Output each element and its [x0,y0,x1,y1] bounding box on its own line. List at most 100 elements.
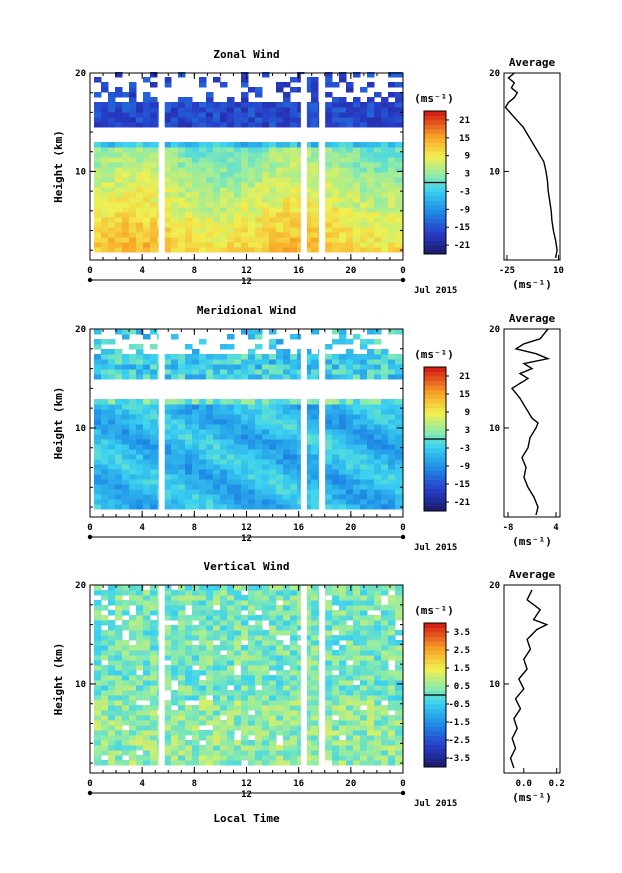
heatmap-cell [136,705,144,711]
heatmap-cell [248,217,256,223]
heatmap-cell [283,630,291,636]
heatmap-cell [353,454,361,460]
heatmap-cell [101,242,109,248]
heatmap-cell [227,504,235,510]
heatmap-cell [234,655,242,661]
heatmap-cell [276,690,284,696]
heatmap-cell [115,675,123,681]
heatmap-cell [388,610,396,616]
heatmap-cell [325,725,333,731]
heatmap-cell [199,710,207,716]
heatmap-cell [353,247,361,253]
heatmap-cell [150,625,158,631]
heatmap-cell [206,409,214,415]
heatmap-cell [283,700,291,706]
heatmap-cell [115,192,123,198]
heatmap-cell [255,690,263,696]
heatmap-cell [332,665,340,671]
heatmap-cell [143,640,151,646]
heatmap-cell [255,605,263,611]
heatmap-cell [241,147,249,153]
heatmap-cell [346,177,354,183]
heatmap-cell [94,720,102,726]
heatmap-cell [388,439,396,445]
heatmap-cell [178,237,186,243]
heatmap-cell [311,232,319,238]
heatmap-cell [325,444,333,450]
heatmap-cell [255,232,263,238]
heatmap-cell [178,590,186,596]
heatmap-cell [290,374,298,380]
heatmap-cell [220,112,228,118]
heatmap-cell [220,354,228,360]
heatmap-cell [381,419,389,425]
heatmap-cell [227,640,235,646]
heatmap-cell [178,102,186,108]
heatmap-cell [255,489,263,495]
heatmap-cell [122,192,130,198]
heatmap-cell [192,650,200,656]
heatmap-cell [297,705,305,711]
heatmap-cell [353,374,361,380]
heatmap-cell [143,152,151,158]
heatmap-cell [227,444,235,450]
heatmap-cell [94,152,102,158]
colorbar-band [424,740,446,745]
heatmap-cell [283,112,291,118]
colorbar-band [424,403,446,408]
heatmap-cell [346,242,354,248]
colorbar-band [424,708,446,714]
heatmap-cell [374,404,382,410]
colorbar-band [424,160,446,166]
heatmap-cell [164,439,172,445]
heatmap-cell [241,479,249,485]
heatmap-cell [388,217,396,223]
heatmap-cell [339,585,347,591]
heatmap-cell [115,635,123,641]
heatmap-cell [220,414,228,420]
heatmap-cell [311,595,319,601]
heatmap-cell [262,484,270,490]
heatmap-cell [290,484,298,490]
heatmap-cell [325,645,333,651]
heatmap-cell [227,660,235,666]
heatmap-cell [395,399,403,405]
heatmap-cell [346,147,354,153]
heatmap-cell [185,660,193,666]
heatmap-cell [241,740,249,746]
heatmap-cell [290,504,298,510]
heatmap-cell [276,182,284,188]
heatmap-cell [381,685,389,691]
heatmap-cell [164,504,172,510]
heatmap-cell [94,354,102,360]
heatmap-cell [283,187,291,193]
heatmap-cell [220,359,228,365]
heatmap-cell [241,247,249,253]
heatmap-cell [283,660,291,666]
heatmap-cell [115,227,123,233]
heatmap-cell [255,167,263,173]
heatmap-cell [206,499,214,505]
heatmap-cell [94,77,102,83]
heatmap-cell [108,750,116,756]
heatmap-cell [227,147,235,153]
heatmap-cell [262,162,270,168]
heatmap-cell [220,247,228,253]
heatmap-cell [297,212,305,218]
heatmap-cell [304,745,312,751]
heatmap-cell [185,404,193,410]
heatmap-cell [143,655,151,661]
heatmap-cell [353,605,361,611]
heatmap-cell [332,740,340,746]
heatmap-cell [388,92,396,98]
heatmap-cell [178,489,186,495]
heatmap-cell [108,177,116,183]
heatmap-cell [360,227,368,233]
heatmap-cell [108,720,116,726]
heatmap-cell [241,429,249,435]
heatmap-cell [192,162,200,168]
heatmap-cell [115,429,123,435]
heatmap-cell [297,760,305,766]
